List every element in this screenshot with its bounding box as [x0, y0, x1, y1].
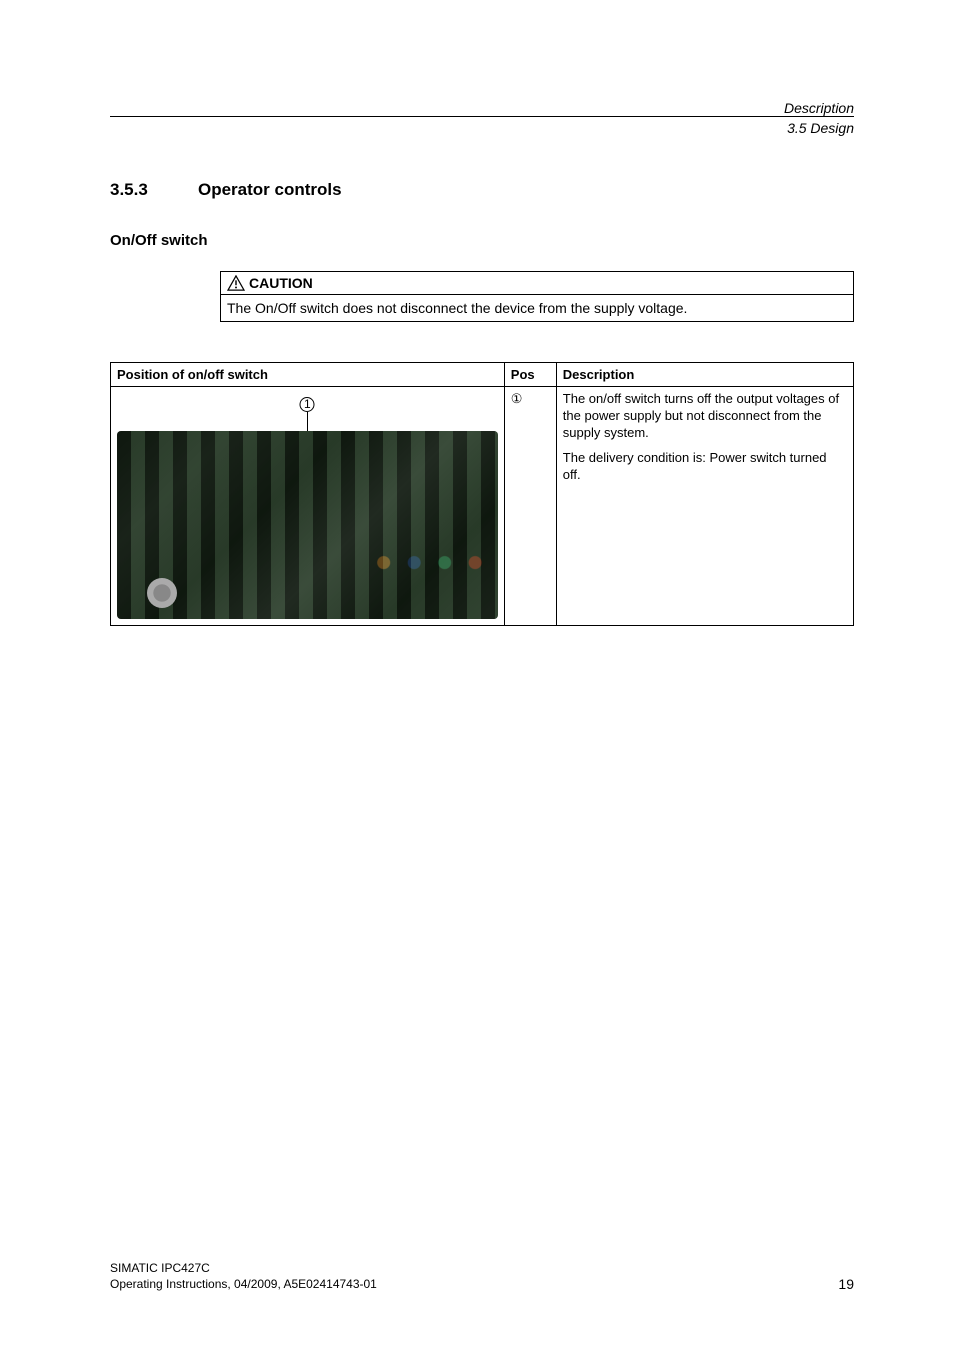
cell-description: The on/off switch turns off the output v… [556, 387, 853, 626]
table-row: 1 ① The on/off switch turns off the outp… [111, 387, 854, 626]
desc-para-1: The on/off switch turns off the output v… [563, 391, 847, 442]
desc-para-2: The delivery condition is: Power switch … [563, 450, 847, 484]
th-position: Position of on/off switch [111, 363, 505, 387]
cell-image: 1 [111, 387, 505, 626]
section-title: Operator controls [198, 180, 342, 199]
caution-text: The On/Off switch does not disconnect th… [221, 295, 853, 321]
th-description: Description [556, 363, 853, 387]
table-header-row: Position of on/off switch Pos Descriptio… [111, 363, 854, 387]
footer-left: SIMATIC IPC427C Operating Instructions, … [110, 1260, 377, 1292]
footer-page-number: 19 [838, 1276, 854, 1292]
running-header: Description 3.5 Design [110, 100, 854, 136]
footer-line2: Operating Instructions, 04/2009, A5E0241… [110, 1276, 377, 1292]
caution-header: CAUTION [221, 272, 853, 295]
header-subtitle: 3.5 Design [110, 120, 854, 136]
header-title: Description [110, 100, 854, 116]
warning-triangle-icon [227, 275, 245, 291]
callout-number: 1 [300, 397, 315, 412]
section-number: 3.5.3 [110, 180, 198, 200]
board-photo-placeholder [117, 431, 498, 619]
page-footer: SIMATIC IPC427C Operating Instructions, … [110, 1260, 854, 1292]
onoff-switch-table: Position of on/off switch Pos Descriptio… [110, 362, 854, 626]
caution-label: CAUTION [249, 275, 313, 291]
switch-image-wrapper: 1 [117, 391, 498, 621]
header-rule [110, 116, 854, 117]
footer-line1: SIMATIC IPC427C [110, 1260, 377, 1276]
caution-box: CAUTION The On/Off switch does not disco… [220, 271, 854, 322]
cell-pos: ① [504, 387, 556, 626]
section-heading: 3.5.3Operator controls [110, 180, 854, 200]
th-pos: Pos [504, 363, 556, 387]
subsection-heading: On/Off switch [110, 232, 854, 249]
callout-leader-line [307, 412, 308, 432]
